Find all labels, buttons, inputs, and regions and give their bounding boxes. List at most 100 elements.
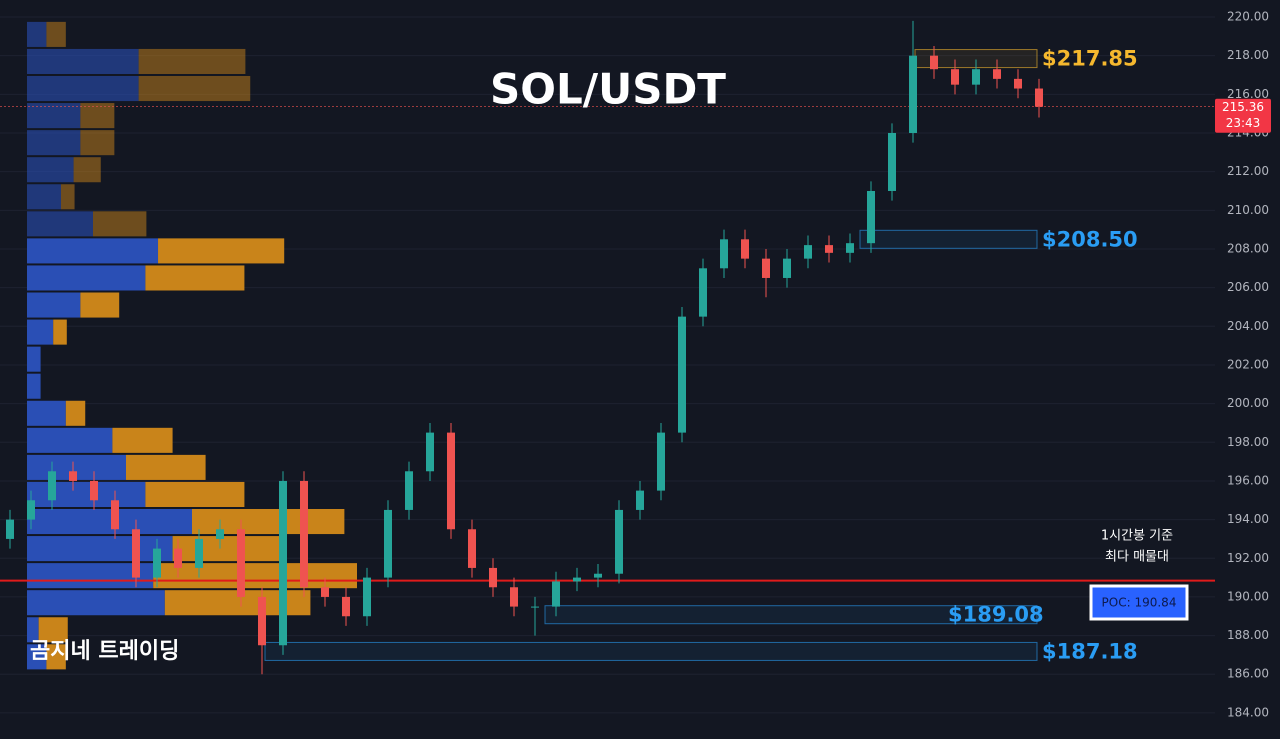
y-tick-label: 198.00 <box>1227 435 1269 449</box>
watermark: 곰지네 트레이딩 <box>30 639 179 664</box>
candle-body <box>594 573 602 578</box>
profile-buy <box>27 617 39 643</box>
y-tick-label: 212.00 <box>1227 164 1269 178</box>
y-tick-label: 210.00 <box>1227 203 1269 217</box>
candle-body <box>363 577 371 617</box>
level-zone <box>859 229 1038 249</box>
profile-buy <box>27 211 93 237</box>
profile-sell <box>145 481 245 508</box>
candle-body <box>615 509 623 574</box>
y-tick-label: 188.00 <box>1227 628 1269 642</box>
profile-buy <box>27 103 81 129</box>
candle-body <box>888 132 896 191</box>
note: 최다 매물대 <box>1105 550 1169 565</box>
y-tick-label: 184.00 <box>1227 705 1269 719</box>
profile-buy <box>27 130 81 156</box>
candle-body <box>111 500 119 530</box>
profile-sell <box>80 103 115 129</box>
candle-body <box>48 471 56 501</box>
profile-buy <box>27 21 47 47</box>
price-tag-countdown: 23:43 <box>1226 116 1261 130</box>
price-tag-value: 215.36 <box>1222 100 1264 114</box>
candle-body <box>237 529 245 597</box>
candle-body <box>804 245 812 259</box>
candle-body <box>699 268 707 317</box>
candle-body <box>384 509 392 578</box>
profile-buy <box>27 427 113 453</box>
candle-body <box>426 432 434 472</box>
y-tick-label: 218.00 <box>1227 48 1269 62</box>
profile-buy <box>27 400 66 426</box>
candle-body <box>1014 78 1022 89</box>
profile-buy <box>27 157 74 183</box>
y-tick-label: 186.00 <box>1227 667 1269 681</box>
profile-buy <box>27 265 146 291</box>
candle-body <box>489 567 497 588</box>
candle-body <box>552 581 560 607</box>
candle-body <box>762 258 770 278</box>
candle-body <box>573 577 581 582</box>
profile-sell <box>145 265 245 291</box>
y-tick-label: 194.00 <box>1227 512 1269 526</box>
candle-body <box>216 529 224 539</box>
profile-sell <box>138 48 246 75</box>
profile-buy <box>27 319 54 345</box>
profile-buy <box>27 48 139 75</box>
level-label: $187.18 <box>1042 639 1138 663</box>
profile-buy <box>27 481 146 508</box>
profile-sell <box>158 238 285 264</box>
profile-buy <box>27 184 61 210</box>
candle-body <box>69 471 77 481</box>
candle-body <box>993 69 1001 79</box>
poc-label: POC: 190.84 <box>1102 596 1177 610</box>
profile-sell <box>153 563 357 589</box>
candle-body <box>720 239 728 269</box>
candle-body <box>258 596 266 646</box>
level-zone <box>264 641 1038 661</box>
profile-sell <box>172 536 285 562</box>
candle-body <box>342 596 350 617</box>
y-tick-label: 190.00 <box>1227 589 1269 603</box>
candle-body <box>6 519 14 539</box>
candle-body <box>867 190 875 244</box>
price-tag <box>1215 98 1271 133</box>
profile-sell <box>46 644 66 670</box>
profile-sell <box>46 21 66 47</box>
profile-sell <box>73 157 101 183</box>
y-tick-label: 220.00 <box>1227 10 1269 24</box>
candle-body <box>951 69 959 85</box>
candle-body <box>741 239 749 259</box>
candle-body <box>1035 88 1043 107</box>
candle-body <box>510 587 518 607</box>
profile-sell <box>38 617 68 643</box>
profile-sell <box>126 454 206 480</box>
candle-body <box>972 69 980 85</box>
candle-body <box>447 432 455 530</box>
profile-sell <box>80 130 115 156</box>
y-tick-label: 206.00 <box>1227 280 1269 294</box>
candle-body <box>930 55 938 70</box>
y-tick-label: 204.00 <box>1227 319 1269 333</box>
profile-buy <box>27 238 159 264</box>
profile-sell <box>65 400 86 426</box>
candle-body <box>195 538 203 568</box>
candle-body <box>678 316 686 433</box>
candle-body <box>531 606 539 608</box>
candle-body <box>90 480 98 501</box>
profile-buy <box>27 292 81 318</box>
level-label: $189.08 <box>948 603 1044 627</box>
candle-body <box>27 500 35 520</box>
y-tick-label: 192.00 <box>1227 551 1269 565</box>
profile-sell <box>53 319 67 345</box>
candle-body <box>405 471 413 510</box>
profile-sell <box>112 427 173 453</box>
profile-sell <box>192 509 345 535</box>
y-tick-label: 200.00 <box>1227 396 1269 410</box>
candle-body <box>783 258 791 278</box>
profile-buy <box>27 76 139 102</box>
profile-buy <box>27 536 173 562</box>
profile-sell <box>80 292 120 318</box>
y-tick-label: 196.00 <box>1227 473 1269 487</box>
profile-buy <box>27 590 165 616</box>
